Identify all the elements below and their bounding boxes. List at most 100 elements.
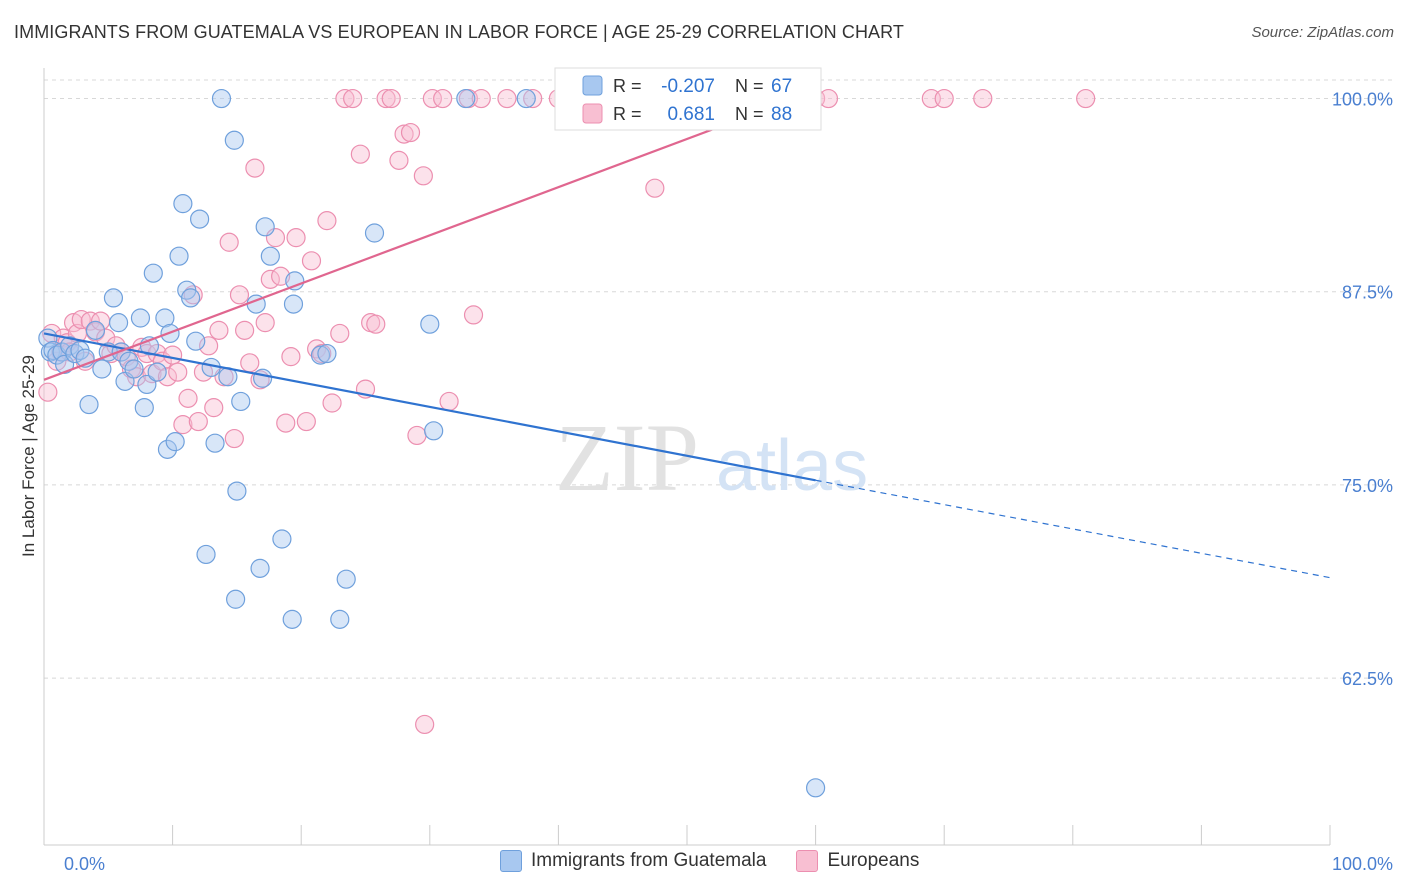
data-point[interactable] xyxy=(350,144,370,164)
data-point[interactable] xyxy=(173,415,193,435)
data-point[interactable] xyxy=(322,393,342,413)
data-point[interactable] xyxy=(272,529,292,549)
data-point[interactable] xyxy=(103,288,124,308)
data-point[interactable] xyxy=(310,345,331,365)
data-point[interactable] xyxy=(235,320,255,340)
data-point[interactable] xyxy=(422,88,442,109)
data-point[interactable] xyxy=(211,88,232,109)
data-point[interactable] xyxy=(227,481,247,501)
data-point[interactable] xyxy=(155,308,175,328)
data-point[interactable] xyxy=(147,362,167,382)
data-point[interactable] xyxy=(38,382,58,402)
data-point[interactable] xyxy=(282,609,302,629)
data-point[interactable] xyxy=(219,232,239,252)
data-point[interactable] xyxy=(456,88,476,109)
data-point[interactable] xyxy=(85,320,106,340)
data-point[interactable] xyxy=(253,368,273,388)
data-point[interactable] xyxy=(231,391,251,412)
data-point[interactable] xyxy=(38,328,58,348)
data-point[interactable] xyxy=(226,589,246,609)
data-point[interactable] xyxy=(301,251,322,271)
data-point[interactable] xyxy=(433,88,453,109)
data-point[interactable] xyxy=(1076,88,1096,109)
data-point[interactable] xyxy=(271,266,291,286)
data-point[interactable] xyxy=(163,345,183,365)
data-point[interactable] xyxy=(165,432,185,452)
data-point[interactable] xyxy=(126,367,147,387)
data-point[interactable] xyxy=(224,130,244,150)
data-point[interactable] xyxy=(130,308,151,328)
data-point[interactable] xyxy=(523,88,543,109)
data-point[interactable] xyxy=(240,353,260,373)
data-point[interactable] xyxy=(973,88,993,109)
data-point[interactable] xyxy=(47,351,67,371)
legend-item-guatemala[interactable]: Immigrants from Guatemala xyxy=(500,850,766,872)
data-point[interactable] xyxy=(190,209,210,229)
data-point[interactable] xyxy=(137,374,157,395)
data-point[interactable] xyxy=(276,413,296,433)
data-point[interactable] xyxy=(285,271,305,291)
data-point[interactable] xyxy=(330,609,350,629)
data-point[interactable] xyxy=(312,343,332,364)
data-point[interactable] xyxy=(188,411,208,432)
data-point[interactable] xyxy=(471,88,491,109)
data-point[interactable] xyxy=(204,398,224,418)
data-point[interactable] xyxy=(283,294,304,314)
data-point[interactable] xyxy=(400,122,421,143)
data-point[interactable] xyxy=(805,778,826,798)
data-point[interactable] xyxy=(134,398,154,418)
data-point[interactable] xyxy=(424,421,444,441)
data-point[interactable] xyxy=(143,263,163,283)
data-point[interactable] xyxy=(281,347,301,367)
data-point[interactable] xyxy=(330,323,350,344)
legend-item-europeans[interactable]: Europeans xyxy=(796,850,919,872)
data-point[interactable] xyxy=(463,305,484,325)
data-point[interactable] xyxy=(96,328,116,348)
data-point[interactable] xyxy=(79,394,99,415)
data-point[interactable] xyxy=(205,433,225,453)
data-point[interactable] xyxy=(317,343,337,364)
data-point[interactable] xyxy=(178,388,198,408)
data-point[interactable] xyxy=(420,314,440,334)
data-point[interactable] xyxy=(376,88,396,109)
data-point[interactable] xyxy=(181,288,201,308)
data-point[interactable] xyxy=(516,88,536,109)
data-point[interactable] xyxy=(157,439,178,459)
data-point[interactable] xyxy=(394,124,414,144)
data-point[interactable] xyxy=(439,391,459,412)
data-point[interactable] xyxy=(818,88,839,109)
data-point[interactable] xyxy=(224,428,244,449)
data-point[interactable] xyxy=(366,314,386,334)
data-point[interactable] xyxy=(196,544,216,565)
data-point[interactable] xyxy=(199,336,219,356)
data-point[interactable] xyxy=(260,246,280,266)
data-point[interactable] xyxy=(317,211,337,231)
data-point[interactable] xyxy=(124,359,144,379)
data-point[interactable] xyxy=(80,311,100,331)
data-point[interactable] xyxy=(255,217,275,237)
data-point[interactable] xyxy=(335,88,355,109)
data-point[interactable] xyxy=(286,228,306,248)
data-point[interactable] xyxy=(245,158,265,178)
data-point[interactable] xyxy=(343,88,363,109)
data-point[interactable] xyxy=(173,194,193,214)
data-point[interactable] xyxy=(389,150,409,170)
data-point[interactable] xyxy=(186,331,206,351)
data-point[interactable] xyxy=(157,367,178,387)
data-point[interactable] xyxy=(497,88,517,109)
data-point[interactable] xyxy=(209,320,229,340)
data-point[interactable] xyxy=(407,425,427,446)
data-point[interactable] xyxy=(381,88,401,109)
data-point[interactable] xyxy=(645,178,665,198)
data-point[interactable] xyxy=(63,313,84,333)
data-point[interactable] xyxy=(168,362,188,382)
data-point[interactable] xyxy=(415,714,435,735)
data-point[interactable] xyxy=(65,343,85,364)
data-point[interactable] xyxy=(336,569,356,589)
data-point[interactable] xyxy=(296,411,316,432)
data-point[interactable] xyxy=(108,313,129,333)
data-point[interactable] xyxy=(255,313,275,333)
data-point[interactable] xyxy=(169,246,189,266)
data-point[interactable] xyxy=(250,558,270,578)
data-point[interactable] xyxy=(364,223,385,243)
